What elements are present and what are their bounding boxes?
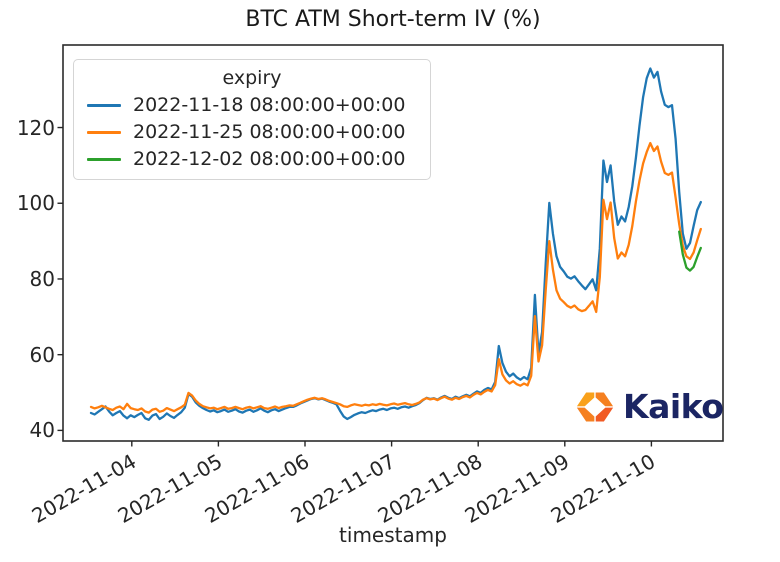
legend-title: expiry (222, 67, 282, 89)
legend-item: 2022-11-18 08:00:00+00:00 (87, 94, 417, 116)
series-line-1 (89, 141, 702, 414)
legend-label: 2022-12-02 08:00:00+00:00 (133, 148, 406, 170)
x-axis-label: timestamp (339, 523, 447, 547)
legend-box: expiry 2022-11-18 08:00:00+00:00 2022-11… (73, 59, 431, 180)
y-tick-label: 40 (29, 418, 55, 443)
y-tick-label: 100 (16, 191, 55, 216)
kaiko-logo-text: Kaiko (623, 387, 724, 426)
legend-line-swatch-orange (87, 130, 121, 134)
legend-line-swatch-green (87, 157, 121, 161)
y-tick-label: 80 (29, 266, 55, 291)
kaiko-watermark: Kaiko (574, 385, 724, 429)
y-tick-label: 60 (29, 342, 55, 367)
legend-item: 2022-11-25 08:00:00+00:00 (87, 121, 417, 143)
legend-item: 2022-12-02 08:00:00+00:00 (87, 148, 417, 170)
y-tick-label: 120 (16, 115, 55, 140)
plot-border (62, 44, 724, 442)
kaiko-logo-icon (574, 391, 616, 423)
legend-line-swatch-blue (87, 103, 121, 107)
legend-label: 2022-11-18 08:00:00+00:00 (133, 94, 406, 116)
series-line-2 (678, 230, 702, 272)
chart-title: BTC ATM Short-term IV (%) (245, 7, 541, 32)
legend-label: 2022-11-25 08:00:00+00:00 (133, 121, 406, 143)
